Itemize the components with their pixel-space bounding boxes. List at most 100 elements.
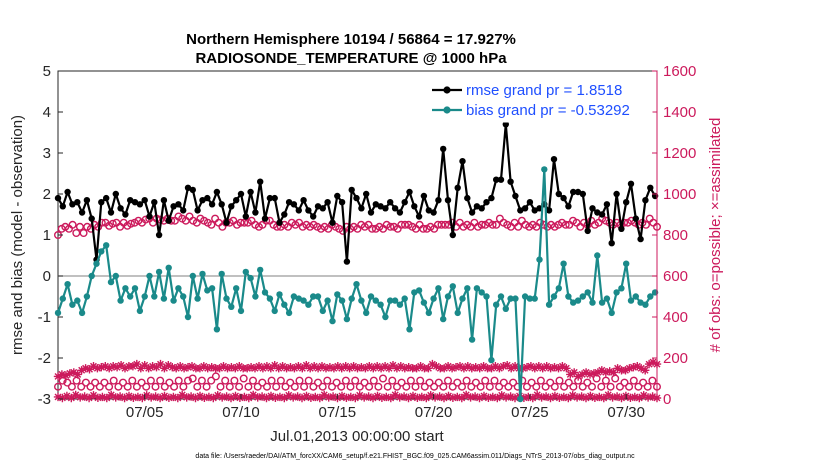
obs-marker-4-19	[128, 362, 138, 371]
obs-marker-5-53	[289, 393, 298, 402]
obs-marker-3-121	[615, 382, 624, 391]
series-point-0-107	[570, 188, 577, 196]
obs-marker-5-114	[559, 392, 568, 402]
obs-marker-4-3	[65, 369, 74, 378]
series-point-1-2	[64, 281, 71, 288]
series-point-1-92	[497, 293, 505, 300]
obs-marker-3-3	[67, 382, 76, 391]
obs-marker-4-56	[274, 364, 283, 373]
obs-marker-5-134	[648, 392, 657, 401]
obs-marker-5-108	[533, 390, 542, 400]
obs-marker-3-55	[309, 382, 318, 391]
series-point-0-104	[555, 190, 562, 198]
series-point-0-83	[454, 184, 461, 191]
obs-marker-3-128	[648, 376, 657, 385]
obs-marker-5-47	[262, 393, 271, 403]
obs-marker-4-57	[278, 362, 287, 371]
obs-marker-3-88	[462, 376, 471, 385]
series-point-0-118	[623, 199, 630, 206]
series-point-1-31	[204, 287, 211, 294]
obs-marker-5-62	[328, 392, 338, 401]
series-point-0-11	[107, 209, 115, 216]
obs-marker-5-48	[266, 391, 276, 401]
series-point-0-35	[223, 219, 230, 226]
series-point-0-111	[589, 205, 596, 212]
series-point-1-110	[584, 289, 591, 296]
obs-marker-3-105	[541, 382, 550, 391]
series-point-1-103	[550, 293, 558, 300]
obs-marker-4-145	[625, 364, 634, 373]
obs-marker-3-22	[156, 376, 165, 385]
series-point-1-114	[603, 295, 611, 302]
y2-tick-label-8: 1600	[663, 63, 696, 80]
obs-marker-5-49	[271, 393, 280, 402]
obs-marker-3-57	[318, 382, 327, 391]
series-point-0-44	[266, 194, 274, 202]
x-tick-label-5: 07/30	[607, 404, 645, 421]
obs-marker-3-36	[221, 376, 230, 385]
series-point-0-67	[377, 203, 384, 210]
series-point-1-102	[545, 301, 553, 308]
obs-marker-5-33	[200, 393, 209, 402]
series-point-1-65	[367, 293, 375, 300]
series-point-1-43	[261, 289, 269, 296]
series-point-1-85	[464, 285, 471, 292]
obs-marker-3-125	[634, 382, 643, 391]
obs-marker-4-108	[479, 362, 488, 371]
series-point-0-54	[314, 203, 322, 210]
obs-marker-5-21	[147, 393, 156, 402]
obs-marker-4-86	[392, 364, 402, 373]
obs-marker-4-129	[562, 364, 571, 373]
series-point-0-17	[136, 201, 144, 208]
obs-marker-4-24	[148, 362, 157, 371]
obs-marker-4-128	[558, 362, 567, 371]
obs-marker-4-26	[156, 359, 165, 369]
obs-marker-5-34	[204, 392, 214, 402]
series-point-0-77	[425, 207, 432, 214]
obs-marker-5-112	[550, 391, 560, 401]
obs-marker-2-51	[240, 218, 249, 227]
series-point-1-6	[83, 293, 91, 300]
obs-marker-5-79	[404, 393, 413, 403]
series-point-1-105	[560, 260, 567, 267]
obs-marker-3-93	[485, 382, 494, 391]
series-point-0-31	[204, 194, 211, 202]
series-point-1-80	[440, 315, 447, 323]
series-point-1-35	[223, 295, 230, 302]
obs-marker-3-46	[267, 376, 276, 385]
obs-marker-5-1	[58, 393, 67, 403]
obs-marker-3-82	[434, 378, 443, 387]
obs-marker-4-130	[566, 370, 575, 379]
obs-marker-4-13	[105, 364, 114, 373]
obs-marker-4-135	[585, 370, 595, 379]
obs-marker-5-101	[501, 393, 511, 402]
y2-axis-label: # of obs: o=possible; ×=assimilated	[707, 118, 724, 353]
obs-marker-3-38	[230, 376, 239, 385]
series-point-0-53	[310, 213, 317, 220]
obs-marker-4-43	[223, 364, 232, 373]
data-file-footnote: data file: /Users/raeder/DAI/ATM_forcXX/…	[195, 453, 635, 460]
obs-marker-5-3	[67, 393, 76, 403]
obs-marker-5-16	[124, 391, 134, 401]
obs-marker-5-57	[306, 393, 316, 402]
series-point-0-28	[189, 186, 196, 194]
obs-marker-4-149	[641, 366, 650, 375]
obs-marker-3-65	[355, 382, 364, 391]
obs-marker-4-94	[424, 364, 433, 373]
obs-marker-4-147	[633, 362, 642, 371]
obs-marker-4-101	[451, 363, 461, 372]
series-point-1-89	[483, 293, 490, 300]
series-point-0-85	[464, 194, 471, 202]
obs-marker-3-15	[123, 382, 132, 391]
series-point-0-93	[502, 121, 509, 128]
obs-marker-5-4	[71, 390, 80, 400]
obs-marker-3-29	[188, 374, 197, 383]
series-point-0-43	[261, 215, 269, 222]
obs-marker-4-31	[176, 362, 185, 371]
obs-marker-5-115	[564, 393, 573, 403]
obs-marker-5-81	[413, 393, 422, 402]
series-point-0-59	[338, 199, 346, 206]
obs-marker-4-84	[384, 364, 394, 373]
obs-marker-5-36	[213, 391, 222, 400]
series-point-1-37	[233, 285, 240, 292]
